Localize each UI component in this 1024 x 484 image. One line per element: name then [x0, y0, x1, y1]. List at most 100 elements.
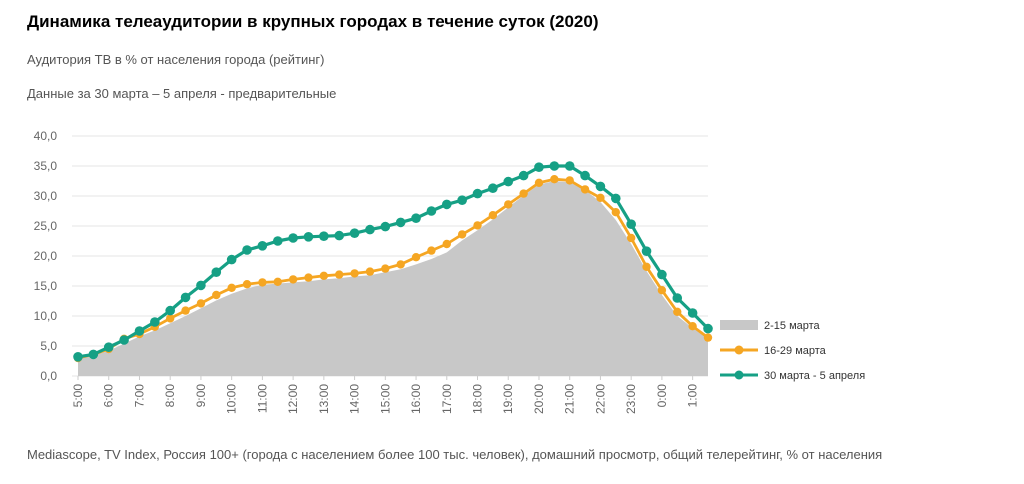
x-tick-label: 14:00	[348, 384, 362, 414]
series-16-29-march-point	[396, 260, 405, 269]
x-tick-label: 5:00	[71, 384, 85, 408]
series-30-march-5-april-point	[349, 228, 360, 238]
series-16-29-march-point	[673, 307, 682, 316]
series-30-march-5-april-point	[703, 323, 713, 334]
x-tick-label: 23:00	[624, 384, 638, 414]
series-16-29-march-point	[181, 306, 190, 315]
series-16-29-march-point	[688, 322, 697, 331]
x-tick-label: 15:00	[378, 384, 392, 414]
series-16-29-march-point	[196, 299, 206, 308]
series-16-29-march-point	[258, 278, 267, 287]
y-tick-label: 25,0	[34, 219, 58, 233]
y-tick-label: 10,0	[34, 309, 58, 323]
data-period-note: Данные за 30 марта – 5 апреля - предвари…	[27, 86, 337, 101]
series-16-29-march-point	[273, 277, 282, 286]
series-16-29-march-point	[350, 269, 359, 278]
series-30-march-5-april-point	[611, 193, 621, 204]
series-30-march-5-april-point	[595, 181, 606, 192]
series-16-29-march-point	[165, 314, 175, 323]
x-tick-label: 6:00	[102, 384, 116, 408]
x-tick-label: 12:00	[286, 384, 300, 414]
series-30-march-5-april-point	[334, 230, 345, 241]
series-30-march-5-april-point	[457, 195, 467, 205]
series-16-29-march-point	[335, 270, 344, 279]
y-tick-label: 30,0	[34, 189, 58, 203]
series-16-29-march-point	[442, 239, 451, 249]
chart-subtitle: Аудитория ТВ в % от населения города (ре…	[27, 52, 325, 67]
y-tick-label: 5,0	[40, 339, 57, 353]
x-axis: 5:00 6:00 7:00 8:00 9:00 10:00 11:00 12:00 13:00…	[71, 376, 700, 414]
series-16-29-march-point	[288, 275, 298, 284]
series-30-march-5-april-point	[564, 161, 575, 171]
series-16-29-march-point	[227, 283, 236, 292]
series-30-march-5-april-point	[272, 236, 283, 246]
series-30-march-5-april-point	[288, 233, 298, 243]
series-16-29-march-point	[565, 176, 574, 185]
series-16-29-march-point	[488, 211, 498, 220]
series-30-march-5-april-point	[380, 221, 391, 232]
series-16-29-march-point	[411, 253, 421, 262]
series-16-29-march-point	[457, 230, 467, 239]
series-30-march-5-april-point	[503, 176, 514, 187]
series-16-29-march-point	[427, 246, 436, 255]
series-30-march-5-april-point	[165, 305, 175, 316]
series-16-29-march-point	[304, 273, 313, 282]
series-30-march-5-april-point	[472, 188, 483, 199]
x-tick-label: 20:00	[532, 384, 546, 414]
y-axis: 0,0 5,0 10,0 15,0 20,0 25,0 30,0 35,0 40,0	[34, 129, 58, 383]
series-16-29-march-point	[504, 200, 513, 209]
series-30-march-5-april-point	[103, 342, 114, 353]
series-16-29-march-point	[365, 267, 375, 276]
series-16-29-march-point	[611, 208, 621, 217]
series-16-29-march-legend-label: 16-29 марта	[764, 345, 827, 357]
chart-title: Динамика телеаудитории в крупных городах…	[27, 12, 599, 31]
x-tick-label: 16:00	[409, 384, 423, 414]
series-16-29-march-point	[596, 193, 605, 202]
x-tick-label: 9:00	[194, 384, 208, 408]
x-tick-label: 19:00	[501, 384, 515, 414]
x-tick-label: 10:00	[225, 384, 239, 414]
series-30-march-5-april-point	[488, 183, 498, 193]
series-16-29-march-point	[550, 175, 559, 184]
x-tick-label: 11:00	[255, 384, 269, 413]
y-tick-label: 40,0	[34, 129, 58, 143]
series-16-29-march-point	[580, 185, 590, 194]
series-2-15-march-legend-swatch	[720, 320, 758, 330]
series-30-march-5-april-point	[119, 335, 129, 345]
x-tick-label: 22:00	[593, 384, 607, 414]
series-30-march-5-april-point	[641, 246, 652, 256]
series-16-29-march-point	[319, 271, 329, 280]
source-note: Mediascope, TV Index, Россия 100+ (город…	[27, 447, 883, 462]
series-30-march-5-april-point	[441, 199, 452, 210]
series-30-march-5-april-point	[303, 232, 314, 242]
series-30-march-5-april-point	[549, 161, 560, 171]
series-30-march-5-april-point	[73, 352, 83, 362]
series-16-29-march-point	[242, 280, 252, 289]
series-16-29-march-point	[212, 290, 221, 300]
series-30-march-5-april-point	[672, 293, 683, 303]
series-16-29-march-point	[642, 262, 651, 271]
series-30-march-5-april-point	[319, 231, 329, 241]
series-30-march-5-april-point	[211, 267, 222, 278]
series-30-march-5-april-point	[226, 254, 237, 265]
series-30-march-5-april-point	[180, 292, 191, 303]
series-30-march-5-april-point	[196, 280, 206, 291]
series-30-march-5-april-point	[88, 349, 99, 360]
legend: 2-15 марта 16-29 марта 30 марта - 5 апреля	[720, 320, 865, 382]
series-30-march-5-april-point	[657, 269, 667, 280]
series-16-29-march-point	[657, 286, 667, 295]
x-tick-label: 1:00	[686, 384, 700, 408]
series-30-march-5-april-point	[365, 224, 375, 235]
x-tick-label: 13:00	[317, 384, 331, 414]
series-30-march-5-april-point	[687, 308, 698, 318]
x-tick-label: 7:00	[132, 384, 146, 408]
y-tick-label: 15,0	[34, 279, 58, 293]
series-30-march-5-april-point	[534, 162, 544, 172]
series-2-15-march-legend-label: 2-15 марта	[764, 320, 821, 332]
series-30-march-5-april-point	[626, 219, 636, 229]
series-30-march-5-april-point	[395, 217, 406, 228]
series-30-march-5-april-legend-label: 30 марта - 5 апреля	[764, 370, 865, 382]
y-tick-label: 35,0	[34, 159, 58, 173]
series-30-march-5-april-point	[518, 170, 529, 181]
